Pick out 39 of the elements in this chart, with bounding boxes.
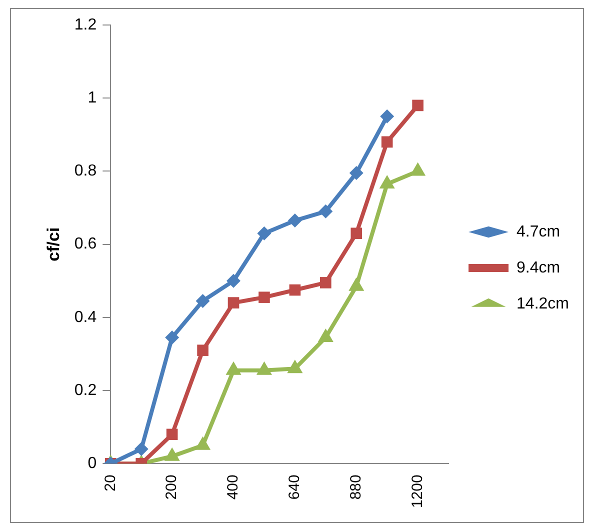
y-tick-label: 0 [88, 455, 97, 472]
point [412, 100, 424, 112]
point [258, 292, 270, 303]
point [289, 284, 301, 296]
point [196, 294, 210, 308]
legend-label: 14.2cm [516, 295, 569, 312]
y-tick-label: 0.6 [74, 236, 97, 253]
point [287, 360, 303, 374]
y-axis-title: cf/ci [44, 227, 63, 262]
point [197, 344, 208, 356]
x-tick-label: 200 [163, 474, 180, 500]
point [256, 361, 272, 375]
point [228, 297, 240, 308]
legend-label: 4.7cm [516, 223, 560, 240]
y-tick-label: 0.4 [74, 308, 97, 326]
point [318, 204, 333, 218]
point [380, 109, 394, 124]
x-tick-label: 400 [224, 474, 242, 500]
point [320, 277, 332, 288]
x-tick-label: 1200 [408, 474, 426, 508]
point [195, 436, 211, 450]
legend-label: 9.4cm [516, 259, 560, 276]
y-tick-label: 0.2 [74, 382, 97, 399]
point [226, 361, 242, 375]
point [226, 274, 241, 288]
point [257, 226, 272, 240]
point [164, 447, 180, 461]
point [288, 214, 302, 228]
point [350, 228, 362, 240]
point [348, 277, 364, 291]
point [318, 328, 334, 342]
y-tick-label: 1 [88, 90, 97, 107]
point [349, 166, 364, 180]
x-tick-label: 880 [348, 474, 365, 500]
y-tick-label: 0.8 [74, 162, 97, 180]
x-tick-label: 20 [102, 474, 119, 492]
y-tick-label: 1.2 [74, 16, 97, 34]
point [381, 136, 393, 148]
x-tick-label: 640 [286, 474, 304, 500]
